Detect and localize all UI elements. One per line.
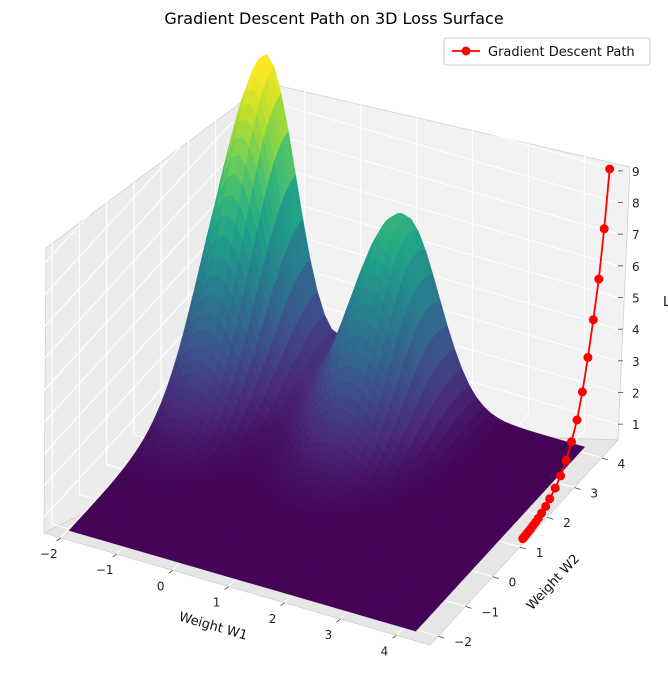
- y-tick-label: 1: [536, 546, 544, 560]
- x-tick-mark: [112, 553, 117, 558]
- y-axis-label: Weight W2: [524, 552, 583, 614]
- y-tick-label: 4: [618, 457, 626, 471]
- y-tick-label: −1: [481, 605, 499, 619]
- path-point: [572, 415, 582, 425]
- x-axis-label: Weight W1: [177, 610, 249, 644]
- gradient-descent-path: [518, 164, 615, 544]
- y-tick-mark: [601, 457, 608, 461]
- path-point: [556, 471, 566, 481]
- x-tick-mark: [392, 634, 397, 639]
- x-tick-label: 1: [213, 596, 221, 610]
- x-tick-mark: [56, 537, 62, 542]
- x-tick-mark: [336, 618, 341, 623]
- y-tick-mark: [465, 605, 472, 609]
- path-point: [518, 534, 528, 544]
- z-tick-label: 9: [632, 165, 640, 179]
- z-tick-label: 1: [632, 418, 640, 432]
- grid-z: [43, 58, 619, 265]
- z-tick-label: 3: [632, 355, 640, 369]
- path-point: [550, 483, 560, 493]
- legend-marker-sample: [461, 46, 471, 56]
- z-tick-label: 7: [632, 228, 640, 242]
- x-tick-label: −2: [40, 547, 58, 561]
- z-tick-label: 5: [632, 292, 640, 306]
- path-point: [599, 224, 609, 234]
- path-point: [588, 315, 598, 325]
- surface-patch: [408, 624, 420, 632]
- y-tick-mark: [492, 576, 499, 580]
- z-tick-label: 2: [632, 387, 640, 401]
- y-tick-label: 2: [563, 516, 571, 530]
- x-tick-label: 3: [325, 628, 333, 642]
- path-point: [545, 494, 555, 504]
- path-point: [561, 455, 571, 465]
- y-tick-label: 3: [590, 487, 598, 501]
- x-tick-label: −1: [96, 563, 114, 577]
- axes-ticks: −2 −1 0 1 2 3 4 −2 −1 0 1 2 3 4 1 2 3 4 5 6 7 8 9: [40, 165, 640, 658]
- path-point: [541, 501, 551, 511]
- z-tick-label: 6: [632, 260, 640, 274]
- path-point: [577, 387, 587, 397]
- x-tick-mark: [168, 570, 173, 574]
- x-tick-mark: [224, 586, 229, 590]
- x-tick-label: 2: [269, 612, 277, 626]
- path-point: [583, 352, 593, 362]
- y-tick-label: 0: [509, 576, 517, 590]
- path-point: [567, 437, 576, 447]
- y-tick-mark: [547, 516, 554, 520]
- grid-z: [43, 89, 619, 296]
- y-tick-mark: [519, 546, 527, 550]
- legend-label: Gradient Descent Path: [488, 45, 635, 60]
- x-tick-label: 0: [157, 579, 165, 593]
- x-tick-mark: [280, 602, 285, 607]
- chart-title: Gradient Descent Path on 3D Loss Surface: [164, 9, 503, 28]
- y-tick-mark: [438, 635, 445, 639]
- z-tick-label: 8: [632, 197, 640, 211]
- y-tick-mark: [574, 487, 581, 490]
- legend-box: [443, 37, 651, 66]
- path-point: [605, 164, 615, 174]
- z-tick-label: 4: [632, 323, 640, 337]
- grid-z: [43, 121, 619, 328]
- z-axis-label: L: [663, 295, 668, 310]
- loss-surface: [68, 53, 586, 632]
- legend: Gradient Descent Path: [443, 37, 651, 66]
- x-tick-label: 4: [381, 644, 389, 658]
- y-tick-label: −2: [454, 635, 472, 649]
- path-point: [594, 274, 604, 284]
